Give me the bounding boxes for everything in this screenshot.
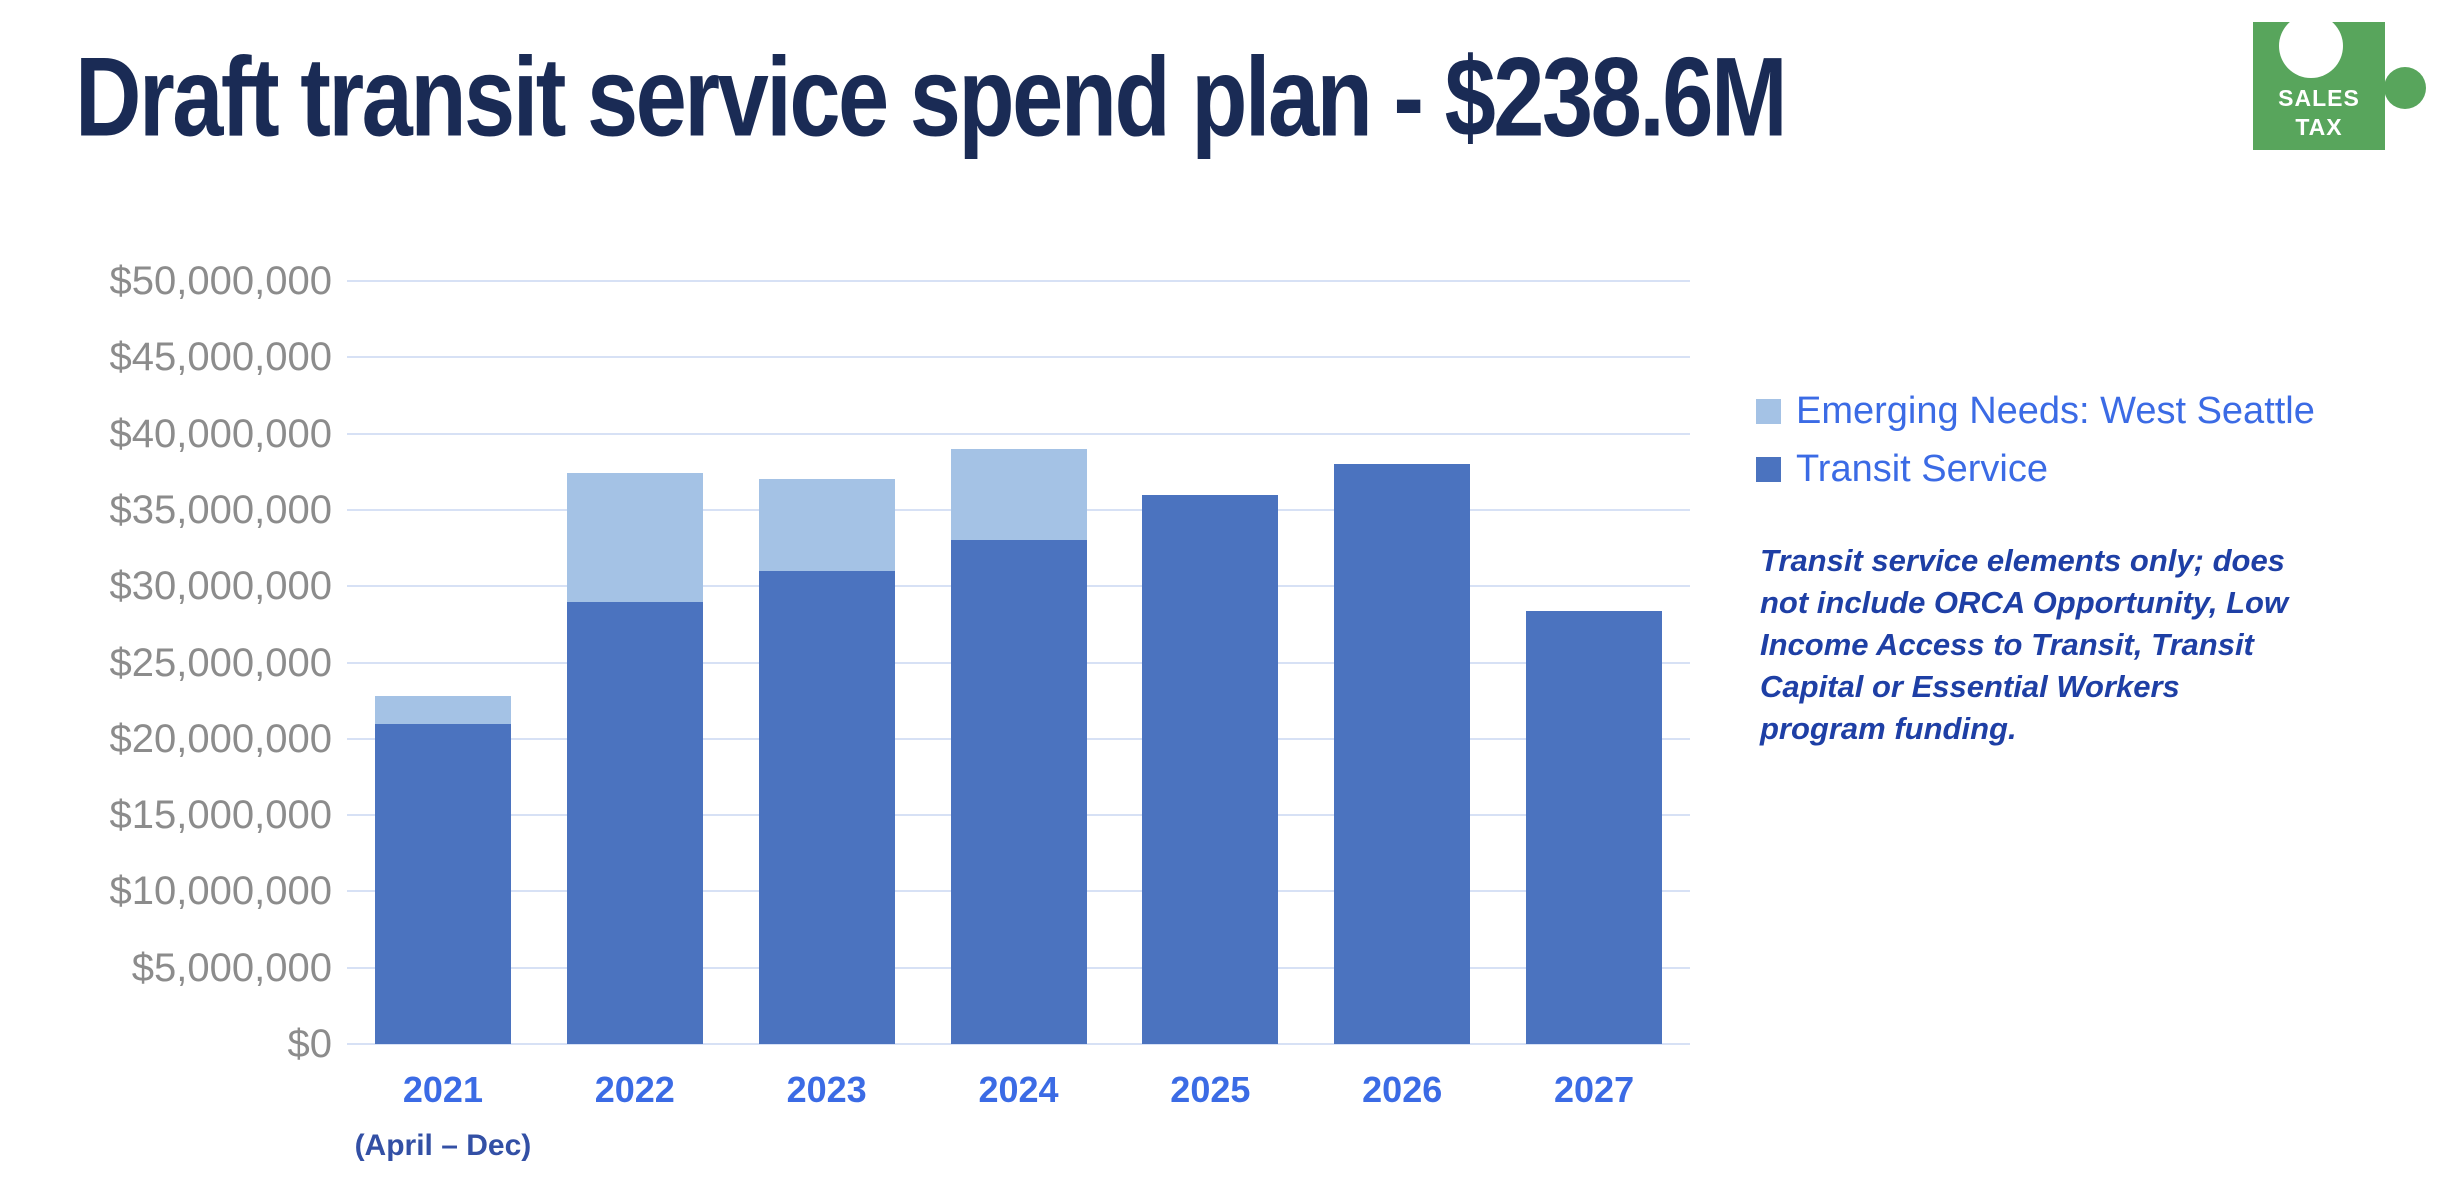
x-tick-label-2026: 2026 xyxy=(1362,1069,1443,1110)
sales-tax-badge: SALES TAX xyxy=(2253,14,2426,150)
bar-segment-emerging-needs-west-seattle-2021 xyxy=(374,696,511,724)
gridline xyxy=(347,432,1690,435)
bar-segment-transit-service-2023 xyxy=(758,570,895,1044)
legend-label-transit-service: Transit Service xyxy=(1796,448,2048,490)
legend-item-emerging-needs-west-seattle: Emerging Needs: West Seattle xyxy=(1756,388,2315,434)
y-tick-label: $0 xyxy=(287,1022,333,1066)
slide-title: Draft transit service spend plan - $238.… xyxy=(75,35,1788,160)
x-tick-sublabel-2021: (April – Dec) xyxy=(354,1129,532,1162)
bar-segment-emerging-needs-west-seattle-2022 xyxy=(566,473,703,602)
y-tick-label: $45,000,000 xyxy=(109,335,332,380)
x-tick-label-2021: 2021 xyxy=(402,1069,483,1110)
legend-swatch-emerging-needs-west-seattle xyxy=(1756,398,1781,424)
y-tick-label: $15,000,000 xyxy=(109,793,332,838)
x-tick-label-2024: 2024 xyxy=(978,1069,1059,1110)
badge-line-1: SALES xyxy=(2278,85,2360,111)
bar-segment-emerging-needs-west-seattle-2023 xyxy=(758,479,895,571)
gridline xyxy=(347,1043,1690,1045)
badge-line-2: TAX xyxy=(2295,114,2343,140)
legend-swatch-transit-service xyxy=(1756,456,1781,482)
y-tick-label: $5,000,000 xyxy=(131,945,332,990)
y-tick-label: $50,000,000 xyxy=(109,259,332,303)
bar-segment-transit-service-2027 xyxy=(1526,610,1663,1044)
puzzle-notch-icon xyxy=(2279,14,2343,78)
y-tick-label: $25,000,000 xyxy=(109,640,332,685)
y-tick-label: $20,000,000 xyxy=(109,716,332,761)
x-tick-label-2025: 2025 xyxy=(1170,1069,1251,1110)
bar-segment-transit-service-2025 xyxy=(1142,494,1279,1044)
x-tick-label-2023: 2023 xyxy=(786,1069,867,1110)
legend-label-emerging-needs-west-seattle: Emerging Needs: West Seattle xyxy=(1796,390,2315,432)
bar-segment-transit-service-2026 xyxy=(1334,464,1471,1044)
plot-area xyxy=(347,280,1690,1045)
y-tick-label: $30,000,000 xyxy=(109,564,332,609)
bar-segment-transit-service-2022 xyxy=(566,601,703,1044)
puzzle-knob-icon xyxy=(2384,67,2426,109)
bar-segment-transit-service-2021 xyxy=(374,723,511,1044)
legend-item-transit-service: Transit Service xyxy=(1756,446,2315,492)
gridline xyxy=(347,356,1690,359)
y-tick-label: $40,000,000 xyxy=(109,411,332,456)
y-tick-label: $10,000,000 xyxy=(109,869,332,914)
x-tick-label-2022: 2022 xyxy=(594,1069,675,1110)
chart-note: Transit service elements only; does not … xyxy=(1760,543,2289,746)
bar-segment-emerging-needs-west-seattle-2024 xyxy=(950,448,1087,541)
chart-legend: Emerging Needs: West Seattle Transit Serv… xyxy=(1756,388,2315,504)
sales-tax-badge-text: SALES TAX xyxy=(2253,84,2385,142)
bar-segment-transit-service-2024 xyxy=(950,540,1087,1044)
gridline xyxy=(347,280,1690,282)
y-tick-label: $35,000,000 xyxy=(109,487,332,532)
x-tick-label-2027: 2027 xyxy=(1554,1069,1635,1110)
